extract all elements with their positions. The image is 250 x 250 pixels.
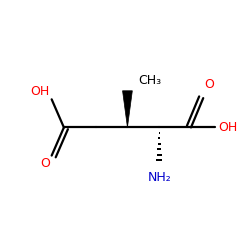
- Text: CH₃: CH₃: [138, 74, 162, 87]
- Text: O: O: [40, 157, 50, 170]
- Polygon shape: [122, 91, 132, 128]
- Text: OH: OH: [31, 85, 50, 98]
- Text: O: O: [204, 78, 214, 91]
- Text: OH: OH: [218, 121, 237, 134]
- Text: NH₂: NH₂: [147, 172, 171, 184]
